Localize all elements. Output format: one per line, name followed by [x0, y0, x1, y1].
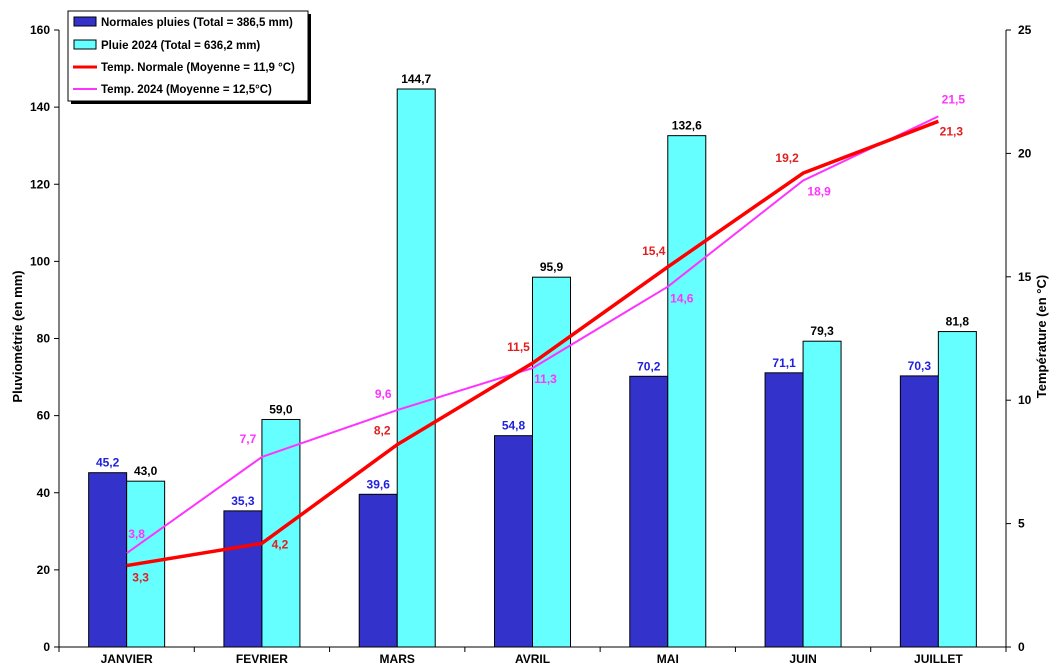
data-label-pluie-2024: 144,7: [401, 72, 431, 86]
legend-box: [67, 10, 309, 102]
data-label-temp-normale: 4,2: [272, 537, 289, 551]
data-label-temp-2024: 18,9: [807, 185, 831, 199]
bar-normales-pluies: [223, 510, 263, 648]
line-temp-normale: [126, 119, 939, 568]
data-label-pluie-2024: 132,6: [672, 119, 702, 133]
bar-normales-pluies: [494, 435, 533, 648]
data-label-normales-pluies: 35,3: [231, 494, 255, 508]
data-label-temp-2024: 3,8: [128, 527, 145, 541]
data-label-temp-normale: 19,2: [775, 151, 799, 165]
bar-pluie-2024: [532, 276, 571, 648]
axes-layer: 0 20 40 60 80 100 120 140 160 0 5 10 15 20 25 JANVIER FE…: [10, 23, 1049, 666]
legend-label-pluie-2024: Pluie 2024 (Total = 636,2 mm): [101, 40, 260, 52]
x-tick-label: JUIN: [789, 652, 816, 666]
y-tick-label-right: 5: [1018, 517, 1025, 531]
x-tick-label: JANVIER: [101, 652, 153, 666]
x-tick-label: AVRIL: [515, 652, 550, 666]
bar-pluie-2024: [937, 331, 977, 648]
data-label-temp-2024: 14,6: [670, 292, 694, 306]
data-label-temp-normale: 11,5: [507, 340, 530, 354]
bar-pluie-2024: [396, 88, 436, 648]
bar-normales-pluies: [358, 493, 398, 648]
y-tick-label-right: 15: [1018, 270, 1032, 284]
bar-normales-pluies: [629, 375, 669, 648]
bars-layer: [88, 88, 977, 648]
y-tick-label-left: 60: [37, 409, 51, 423]
y-tick-label-left: 40: [37, 486, 51, 500]
data-label-normales-pluies: 70,3: [908, 359, 932, 373]
y-tick-label-right: 20: [1018, 146, 1032, 160]
data-label-pluie-2024: 43,0: [134, 464, 158, 478]
data-label-pluie-2024: 59,0: [269, 402, 293, 416]
data-label-normales-pluies: 71,1: [772, 356, 796, 370]
data-label-temp-normale: 15,4: [642, 244, 666, 258]
data-label-temp-normale: 21,3: [940, 124, 964, 138]
labels-layer: 45,2 43,0 35,3 59,0 39,6 144,7 54,8 95,9 70,2 132…: [96, 72, 969, 585]
bar-pluie-2024: [261, 418, 301, 648]
data-label-pluie-2024: 79,3: [810, 324, 834, 338]
data-label-pluie-2024: 95,9: [540, 260, 564, 274]
lines-layer: [126, 115, 939, 568]
legend-label-temp-2024: Temp. 2024 (Moyenne = 12,5°C): [101, 84, 272, 96]
line-temp-2024: [126, 115, 939, 555]
y-tick-label-left: 160: [30, 23, 50, 37]
bar-pluie-2024: [802, 340, 842, 648]
data-label-pluie-2024: 81,8: [946, 315, 970, 329]
data-label-normales-pluies: 39,6: [367, 477, 391, 491]
bar-normales-pluies: [764, 372, 804, 648]
x-tick-label: MAI: [657, 652, 679, 666]
y-tick-label-right: 25: [1018, 23, 1032, 37]
legend-label-temp-normale: Temp. Normale (Moyenne = 11,9 °C): [101, 62, 295, 74]
y-tick-label-right: 10: [1018, 393, 1032, 407]
legend-label-normales-pluies: Normales pluies (Total = 386,5 mm): [101, 17, 293, 29]
y-tick-label-left: 120: [30, 177, 50, 191]
x-tick-label: MARS: [380, 652, 415, 666]
data-label-normales-pluies: 54,8: [502, 419, 526, 433]
y-tick-label-left: 100: [30, 254, 50, 268]
y-tick-label-left: 0: [43, 640, 50, 654]
y-tick-label-left: 80: [37, 332, 51, 346]
legend-key-pluie-2024: [73, 39, 97, 50]
data-label-temp-normale: 3,3: [132, 571, 149, 585]
legend: Normales pluies (Total = 386,5 mm) Pluie …: [67, 10, 311, 104]
data-label-temp-2024: 21,5: [942, 92, 966, 106]
data-label-temp-2024: 11,3: [534, 372, 557, 386]
bar-pluie-2024: [667, 135, 707, 648]
legend-key-normales-pluies: [73, 16, 97, 27]
data-label-temp-normale: 8,2: [374, 424, 391, 438]
y-axis-title-left: Pluviométrie (en mm): [10, 270, 25, 402]
y-axis-title-right: Température (en °C): [1034, 275, 1049, 398]
bar-normales-pluies: [88, 472, 128, 648]
data-label-normales-pluies: 70,2: [637, 359, 661, 373]
x-tick-label: JUILLET: [914, 652, 963, 666]
data-label-temp-2024: 7,7: [240, 432, 257, 446]
x-tick-label: FEVRIER: [236, 652, 288, 666]
data-label-temp-2024: 9,6: [375, 387, 392, 401]
y-tick-label-left: 20: [37, 563, 51, 577]
y-tick-label-left: 140: [30, 100, 50, 114]
data-label-normales-pluies: 45,2: [96, 456, 120, 470]
bar-normales-pluies: [899, 375, 939, 648]
y-tick-label-right: 0: [1018, 640, 1025, 654]
